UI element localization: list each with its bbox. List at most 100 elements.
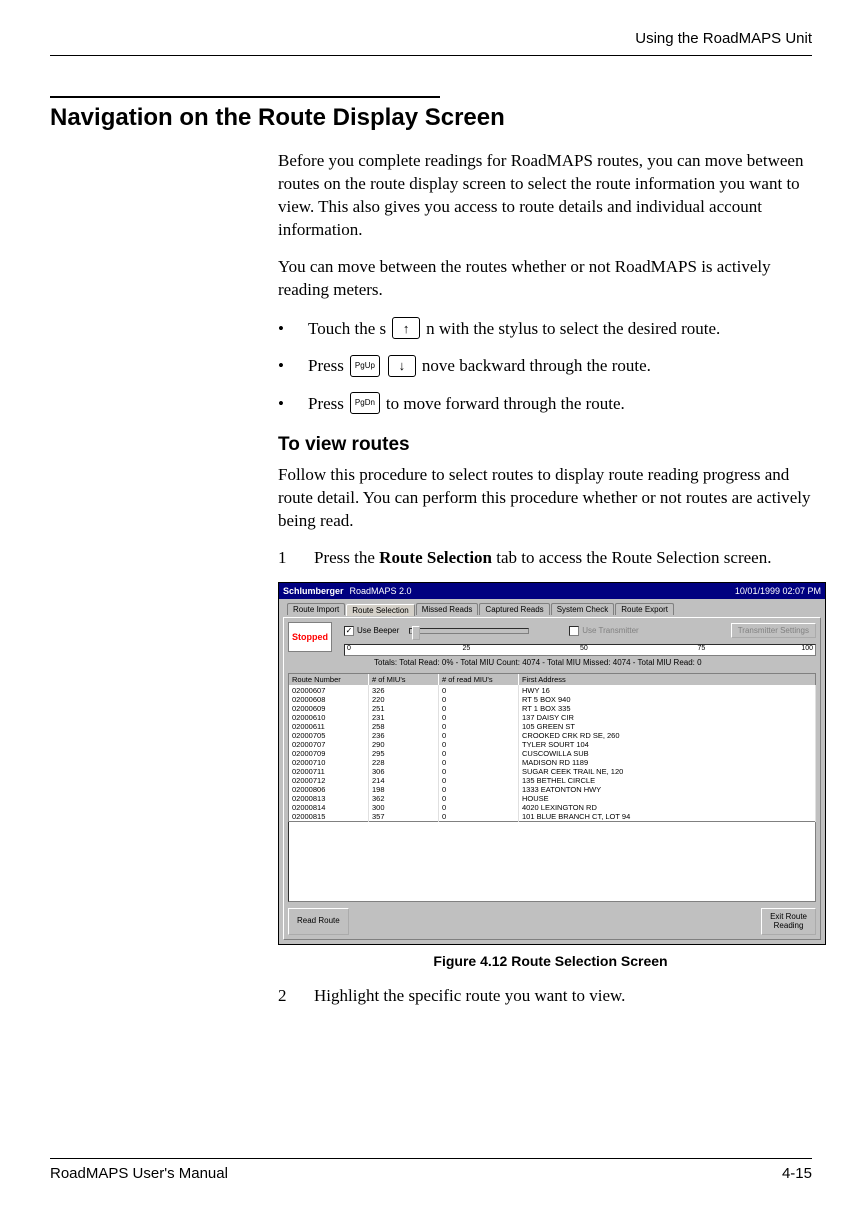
table-cell: 0: [439, 713, 519, 722]
table-cell: 220: [369, 695, 439, 704]
totals-label: Totals: Total Read: 0% - Total MIU Count…: [344, 658, 816, 667]
bullet-marker: •: [278, 391, 290, 417]
table-cell: 362: [369, 794, 439, 803]
steps-list-2: 2 Highlight the specific route you want …: [278, 985, 823, 1008]
exit-route-reading-button[interactable]: Exit Route Reading: [761, 908, 816, 936]
table-cell: CUSCOWILLA SUB: [519, 749, 816, 758]
table-cell: 02000705: [289, 731, 369, 740]
table-cell: 4020 LEXINGTON RD: [519, 803, 816, 812]
use-transmitter-label: Use Transmitter: [582, 626, 638, 635]
bullet-2-text-b: nove backward through the route.: [422, 353, 651, 379]
tab-missed-reads[interactable]: Missed Reads: [416, 603, 479, 615]
table-row[interactable]: 020006073260HWY 16: [289, 685, 816, 695]
footer-right: 4-15: [782, 1165, 812, 1182]
table-cell: RT 1 BOX 335: [519, 704, 816, 713]
table-row[interactable]: 020006102310137 DAISY CIR: [289, 713, 816, 722]
bullet-2-text-a: Press: [308, 353, 344, 379]
tab-route-selection[interactable]: Route Selection: [346, 604, 414, 616]
use-beeper-checkbox[interactable]: ✓Use Beeper: [344, 626, 399, 636]
table-cell: 326: [369, 685, 439, 695]
table-row[interactable]: 020008133620HOUSE: [289, 794, 816, 803]
table-cell: 0: [439, 776, 519, 785]
table-row[interactable]: 020007102280MADISON RD 1189: [289, 758, 816, 767]
table-cell: 0: [439, 722, 519, 731]
table-cell: 0: [439, 749, 519, 758]
table-row[interactable]: 020006112580105 GREEN ST: [289, 722, 816, 731]
step-1-bold: Route Selection: [379, 548, 492, 567]
tab-captured-reads[interactable]: Captured Reads: [479, 603, 549, 615]
read-route-button[interactable]: Read Route: [288, 908, 349, 936]
table-cell: 0: [439, 758, 519, 767]
table-cell: SUGAR CEEK TRAIL NE, 120: [519, 767, 816, 776]
progress-ruler: 0 25 50 75 100: [344, 644, 816, 656]
col-first-address[interactable]: First Address: [519, 673, 816, 685]
table-cell: 101 BLUE BRANCH CT, LOT 94: [519, 812, 816, 822]
table-cell: 02000813: [289, 794, 369, 803]
step-1: 1 Press the Route Selection tab to acces…: [278, 547, 823, 570]
use-transmitter-checkbox[interactable]: Use Transmitter: [569, 626, 638, 636]
bullet-marker: •: [278, 353, 290, 379]
up-arrow-key-icon: ↑: [392, 317, 420, 339]
table-cell: 02000709: [289, 749, 369, 758]
routes-table[interactable]: Route Number # of MIU's # of read MIU's …: [288, 673, 816, 822]
col-read-miu[interactable]: # of read MIU's: [439, 673, 519, 685]
table-cell: 02000806: [289, 785, 369, 794]
table-cell: 02000607: [289, 685, 369, 695]
table-cell: 258: [369, 722, 439, 731]
table-row[interactable]: 020007113060SUGAR CEEK TRAIL NE, 120: [289, 767, 816, 776]
steps-list: 1 Press the Route Selection tab to acces…: [278, 547, 823, 570]
transmitter-settings-button[interactable]: Transmitter Settings: [731, 623, 816, 638]
step-2: 2 Highlight the specific route you want …: [278, 985, 823, 1008]
datetime-label: 10/01/1999 02:07 PM: [735, 586, 821, 596]
col-miu-count[interactable]: # of MIU's: [369, 673, 439, 685]
bullet-1: • Touch the s↑n with the stylus to selec…: [278, 316, 823, 342]
grid-blank-area: [288, 822, 816, 902]
tab-route-export[interactable]: Route Export: [615, 603, 674, 615]
section-title: Navigation on the Route Display Screen: [50, 104, 812, 132]
table-cell: 02000608: [289, 695, 369, 704]
table-cell: 02000814: [289, 803, 369, 812]
intro-para-1: Before you complete readings for RoadMAP…: [278, 150, 823, 242]
table-row[interactable]: 020006082200RT 5 BOX 940: [289, 695, 816, 704]
table-row[interactable]: 020006092510RT 1 BOX 335: [289, 704, 816, 713]
pgdn-key-icon: PgDn: [350, 392, 380, 414]
screenshot: Schlumberger RoadMAPS 2.0 10/01/1999 02:…: [278, 582, 826, 946]
table-cell: 0: [439, 740, 519, 749]
footer-left: RoadMAPS User's Manual: [50, 1165, 228, 1182]
table-cell: 02000710: [289, 758, 369, 767]
beeper-slider[interactable]: [409, 628, 529, 634]
tab-system-check[interactable]: System Check: [551, 603, 615, 615]
table-cell: 251: [369, 704, 439, 713]
header-rule: [50, 55, 812, 56]
table-cell: 02000711: [289, 767, 369, 776]
running-header: Using the RoadMAPS Unit: [50, 30, 812, 47]
table-cell: 0: [439, 704, 519, 713]
table-cell: 0: [439, 794, 519, 803]
table-row[interactable]: 020007072900TYLER SOURT 104: [289, 740, 816, 749]
table-cell: HWY 16: [519, 685, 816, 695]
ruler-tick-100: 100: [801, 645, 813, 652]
down-arrow-key-icon: ↓: [388, 355, 416, 377]
table-row[interactable]: 0200080619801333 EATONTON HWY: [289, 785, 816, 794]
table-cell: 02000712: [289, 776, 369, 785]
table-cell: 0: [439, 767, 519, 776]
table-row[interactable]: 020007092950CUSCOWILLA SUB: [289, 749, 816, 758]
col-route-number[interactable]: Route Number: [289, 673, 369, 685]
pgup-key-icon: PgUp: [350, 355, 380, 377]
stopped-indicator: Stopped: [288, 622, 332, 652]
table-cell: CROOKED CRK RD SE, 260: [519, 731, 816, 740]
table-cell: HOUSE: [519, 794, 816, 803]
table-row[interactable]: 020008153570101 BLUE BRANCH CT, LOT 94: [289, 812, 816, 822]
table-row[interactable]: 0200081430004020 LEXINGTON RD: [289, 803, 816, 812]
table-cell: 0: [439, 785, 519, 794]
table-row[interactable]: 020007122140135 BETHEL CIRCLE: [289, 776, 816, 785]
tab-route-import[interactable]: Route Import: [287, 603, 345, 615]
bullet-3-text-b: to move forward through the route.: [386, 391, 625, 417]
bullet-list: • Touch the s↑n with the stylus to selec…: [278, 316, 823, 417]
section-rule: [50, 96, 440, 98]
table-cell: 02000707: [289, 740, 369, 749]
table-cell: 0: [439, 731, 519, 740]
ruler-tick-0: 0: [347, 645, 351, 652]
table-cell: 105 GREEN ST: [519, 722, 816, 731]
table-row[interactable]: 020007052360CROOKED CRK RD SE, 260: [289, 731, 816, 740]
